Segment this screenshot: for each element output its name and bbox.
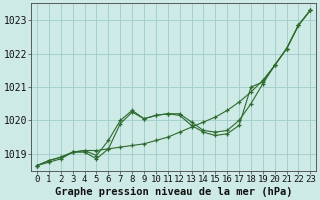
X-axis label: Graphe pression niveau de la mer (hPa): Graphe pression niveau de la mer (hPa): [55, 186, 292, 197]
